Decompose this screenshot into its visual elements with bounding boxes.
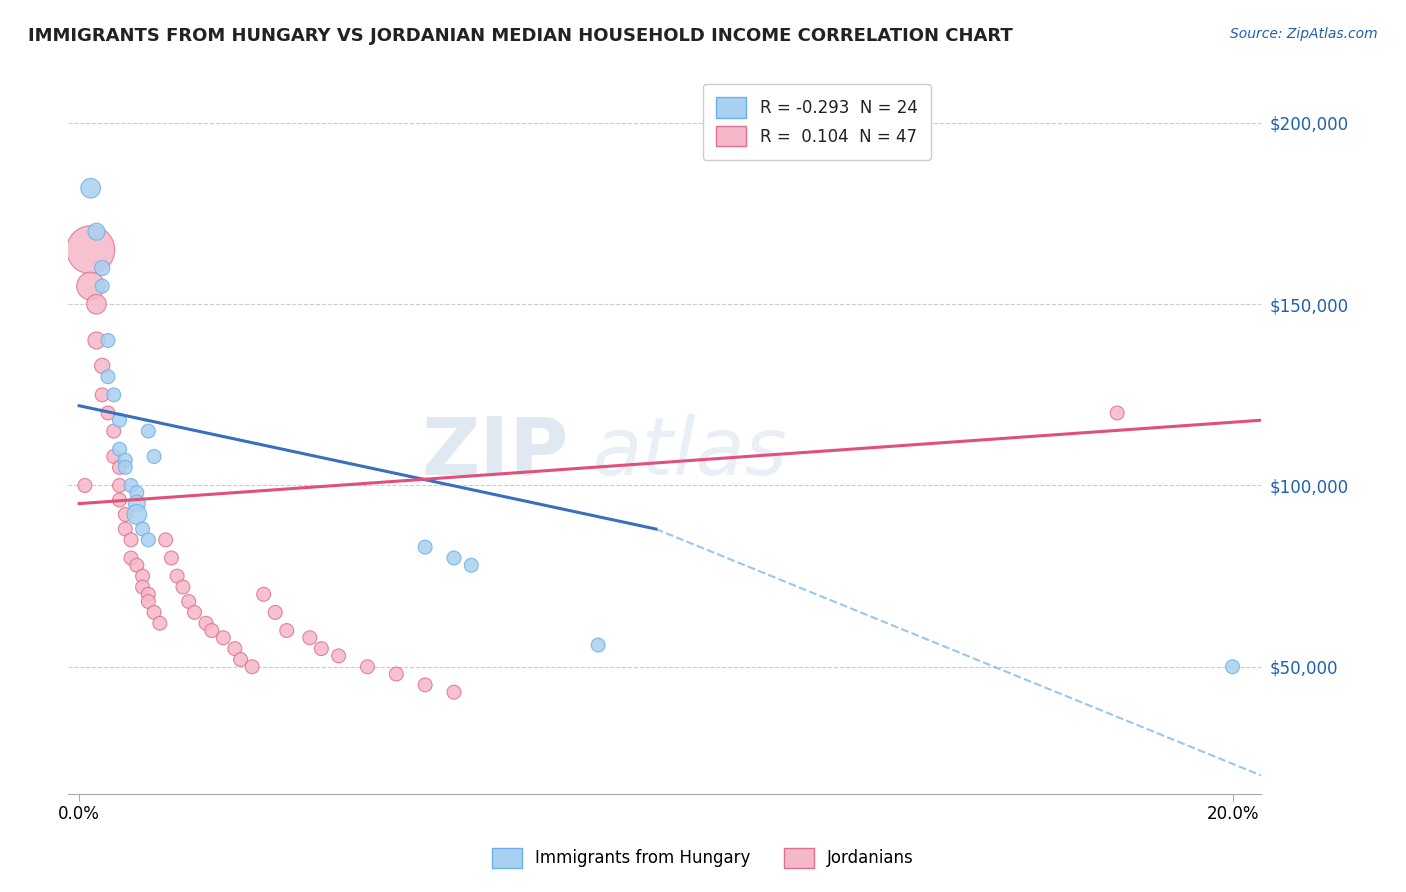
- Point: [108, 493, 131, 508]
- Legend: R = -0.293  N = 24, R =  0.104  N = 47: R = -0.293 N = 24, R = 0.104 N = 47: [703, 84, 931, 160]
- Point: [172, 580, 194, 594]
- Point: [97, 334, 120, 348]
- Point: [120, 551, 142, 566]
- Point: [155, 533, 177, 547]
- Point: [120, 533, 142, 547]
- Point: [120, 478, 142, 492]
- Point: [73, 478, 96, 492]
- Point: [103, 424, 125, 438]
- Point: [183, 606, 205, 620]
- Point: [413, 540, 436, 554]
- Point: [131, 580, 153, 594]
- Point: [443, 551, 465, 566]
- Text: atlas: atlas: [593, 414, 787, 491]
- Point: [108, 478, 131, 492]
- Point: [1222, 660, 1244, 674]
- Point: [136, 533, 159, 547]
- Point: [328, 648, 350, 663]
- Point: [97, 406, 120, 420]
- Point: [97, 369, 120, 384]
- Point: [136, 594, 159, 608]
- Point: [1107, 406, 1129, 420]
- Point: [91, 359, 114, 373]
- Point: [108, 442, 131, 457]
- Point: [201, 624, 224, 638]
- Point: [586, 638, 609, 652]
- Point: [166, 569, 188, 583]
- Point: [177, 594, 200, 608]
- Point: [253, 587, 276, 601]
- Point: [79, 243, 101, 257]
- Point: [143, 606, 166, 620]
- Point: [79, 279, 101, 293]
- Point: [114, 508, 136, 522]
- Point: [136, 587, 159, 601]
- Point: [103, 450, 125, 464]
- Point: [91, 388, 114, 402]
- Text: ZIP: ZIP: [422, 414, 569, 491]
- Point: [276, 624, 298, 638]
- Point: [86, 225, 108, 239]
- Point: [212, 631, 235, 645]
- Point: [86, 297, 108, 311]
- Point: [125, 508, 148, 522]
- Point: [125, 485, 148, 500]
- Point: [143, 450, 166, 464]
- Point: [149, 616, 172, 631]
- Point: [108, 413, 131, 427]
- Point: [91, 260, 114, 275]
- Text: Source: ZipAtlas.com: Source: ZipAtlas.com: [1230, 27, 1378, 41]
- Point: [131, 522, 153, 536]
- Point: [224, 641, 246, 656]
- Point: [413, 678, 436, 692]
- Point: [114, 453, 136, 467]
- Point: [385, 667, 408, 681]
- Point: [103, 388, 125, 402]
- Point: [298, 631, 321, 645]
- Text: IMMIGRANTS FROM HUNGARY VS JORDANIAN MEDIAN HOUSEHOLD INCOME CORRELATION CHART: IMMIGRANTS FROM HUNGARY VS JORDANIAN MED…: [28, 27, 1012, 45]
- Point: [136, 424, 159, 438]
- Point: [311, 641, 333, 656]
- Legend: Immigrants from Hungary, Jordanians: Immigrants from Hungary, Jordanians: [485, 841, 921, 875]
- Point: [460, 558, 482, 573]
- Point: [264, 606, 287, 620]
- Point: [195, 616, 218, 631]
- Point: [125, 558, 148, 573]
- Point: [160, 551, 183, 566]
- Point: [91, 279, 114, 293]
- Point: [114, 522, 136, 536]
- Point: [131, 569, 153, 583]
- Point: [79, 181, 101, 195]
- Point: [443, 685, 465, 699]
- Point: [356, 660, 378, 674]
- Point: [108, 460, 131, 475]
- Point: [125, 497, 148, 511]
- Point: [229, 652, 252, 666]
- Point: [114, 460, 136, 475]
- Point: [240, 660, 263, 674]
- Point: [86, 334, 108, 348]
